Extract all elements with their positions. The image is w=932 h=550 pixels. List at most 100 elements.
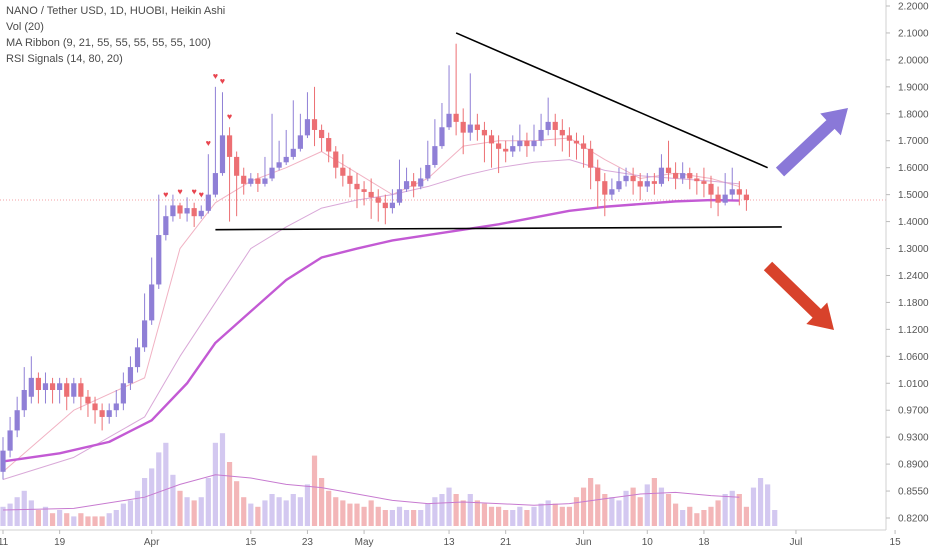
candle-body <box>170 205 176 217</box>
candle-body <box>729 189 735 195</box>
candle-body <box>736 189 742 195</box>
price-tick-label: 1.4000 <box>898 217 929 228</box>
rsi-signal-heart: ♥ <box>227 111 232 121</box>
candle-body <box>219 135 226 174</box>
legend-rsi-signals[interactable]: RSI Signals (14, 80, 20) <box>6 53 123 65</box>
candle-body <box>127 367 134 384</box>
volume-bar <box>750 487 757 526</box>
candle-body <box>432 146 438 165</box>
rsi-signal-heart: ♥ <box>163 189 168 199</box>
volume-bar <box>665 494 672 526</box>
candle-body <box>333 151 339 168</box>
volume-bar <box>658 487 665 526</box>
price-tick-label: 2.2000 <box>898 2 929 13</box>
volume-bar <box>212 442 218 526</box>
volume-bar <box>496 506 502 526</box>
time-tick-label: 18 <box>698 537 710 548</box>
candle-body <box>156 235 162 285</box>
time-tick-label: 10 <box>642 537 654 548</box>
volume-bar <box>361 506 367 526</box>
candle-body <box>120 383 126 404</box>
volume-ma-line <box>2 474 740 511</box>
candle-body <box>14 410 20 431</box>
candle-body <box>396 189 403 203</box>
volume-bar <box>757 478 764 526</box>
ma-long-line <box>2 198 740 463</box>
volume-bar <box>616 500 622 526</box>
time-tick-label: 19 <box>54 537 66 548</box>
candlesticks <box>0 43 749 480</box>
candle-body <box>474 124 480 130</box>
candle-body <box>375 197 381 203</box>
volume-bar <box>382 510 388 526</box>
volume-bar <box>503 510 509 526</box>
time-tick-label: 23 <box>302 537 314 548</box>
legend-ma-ribbon[interactable]: MA Ribbon (9, 21, 55, 55, 55, 55, 55, 10… <box>6 37 211 49</box>
candle-body <box>205 194 211 211</box>
descending-trendline <box>455 32 768 169</box>
volume-bar <box>651 478 657 526</box>
candle-body <box>602 181 608 195</box>
volume-bar <box>71 516 77 526</box>
candle-body <box>701 181 707 184</box>
volume-bar <box>113 510 119 526</box>
candle-body <box>71 383 77 397</box>
candle-body <box>212 173 218 195</box>
candle-body <box>255 178 261 184</box>
volume-bar <box>226 462 233 526</box>
price-axis[interactable]: 2.2000 2.1000 2.0000 1.9000 1.8000 1.7000 1.60… <box>885 0 929 530</box>
candle-body <box>283 156 289 163</box>
price-tick-label: 2.1000 <box>898 28 929 39</box>
trendlines <box>215 32 782 231</box>
volume-bar <box>630 487 636 526</box>
candle-body <box>42 383 49 390</box>
candle-body <box>580 143 587 149</box>
volume-bar <box>92 516 98 526</box>
volume-bar <box>403 510 410 526</box>
candle-body <box>418 178 424 187</box>
candle-body <box>722 194 728 203</box>
candle-body <box>304 119 311 136</box>
price-tick-label: 1.3000 <box>898 244 929 255</box>
candle-body <box>184 208 190 214</box>
candle-body <box>630 175 636 182</box>
candle-body <box>573 140 580 144</box>
volume-bar <box>99 516 105 526</box>
volume-bar <box>474 500 480 526</box>
candle-body <box>163 216 169 236</box>
candle-body <box>715 194 721 203</box>
candle-body <box>142 320 148 348</box>
volume-bar <box>680 510 686 526</box>
candle-body <box>566 135 572 141</box>
candle-body <box>623 175 629 182</box>
candle-body <box>510 146 516 152</box>
legend-volume[interactable]: Vol (20) <box>6 21 44 33</box>
volume-bar <box>708 506 714 526</box>
price-tick-label: 1.1200 <box>898 325 929 336</box>
legend-symbol[interactable]: NANO / Tether USD, 1D, HUOBI, Heikin Ash… <box>6 5 226 17</box>
volume-bar <box>418 510 424 526</box>
candle-body <box>403 181 410 190</box>
volume-bar <box>467 494 473 526</box>
candle-body <box>28 377 34 397</box>
candle-body <box>687 173 693 179</box>
candle-body <box>241 175 247 184</box>
support-trendline <box>215 226 782 231</box>
candle-body <box>425 164 431 179</box>
price-tick-label: 1.0100 <box>898 379 929 390</box>
candle-body <box>99 410 105 417</box>
time-axis[interactable]: 11 19 Apr 15 23 May 13 21 Jun 10 18 Jul 15 <box>0 529 901 548</box>
volume-bar <box>552 503 558 526</box>
price-tick-label: 1.2400 <box>898 271 929 282</box>
candle-body <box>49 383 56 390</box>
candle-body <box>651 181 657 184</box>
volume-bar <box>269 494 275 526</box>
volume-bar <box>142 478 148 526</box>
volume-bar <box>609 497 615 526</box>
candle-body <box>92 403 98 411</box>
candle-body <box>319 129 325 139</box>
candle-body <box>113 403 119 411</box>
candle-body <box>595 167 601 182</box>
volume-bar <box>453 494 459 526</box>
